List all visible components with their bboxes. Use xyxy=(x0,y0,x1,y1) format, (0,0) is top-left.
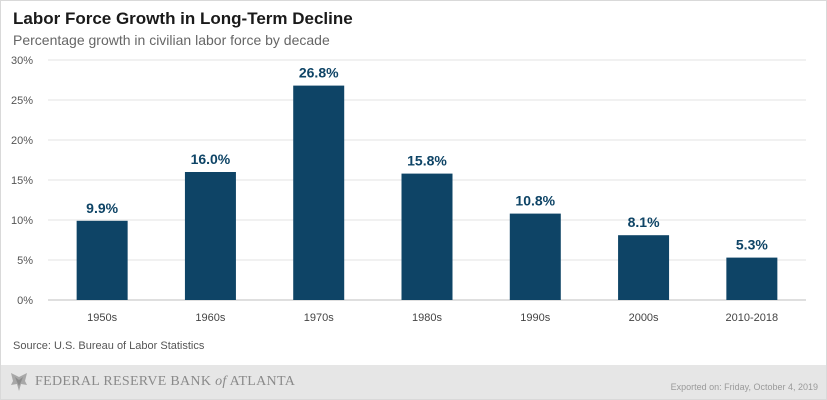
data-label: 5.3% xyxy=(736,237,768,253)
data-label: 16.0% xyxy=(191,151,231,167)
x-axis-ticks: 1950s 1960s 1970s 1980s 1990s 2000s 2010-2018 xyxy=(87,312,778,324)
data-label: 9.9% xyxy=(86,200,118,216)
y-tick-label: 0% xyxy=(17,295,33,307)
x-tick-label: 2010-2018 xyxy=(726,312,779,324)
x-tick-label: 1990s xyxy=(520,312,550,324)
logo-text: FEDERAL RESERVE BANK of ATLANTA xyxy=(35,374,296,389)
bar[interactable] xyxy=(509,213,561,300)
export-timestamp: Exported on: Friday, October 4, 2019 xyxy=(670,382,818,392)
eagle-seal-icon xyxy=(11,373,27,391)
chart-title: Labor Force Growth in Long-Term Decline xyxy=(13,9,353,28)
x-tick-label: 1970s xyxy=(304,312,334,324)
source-note: Source: U.S. Bureau of Labor Statistics xyxy=(13,340,205,352)
y-tick-label: 20% xyxy=(11,135,33,147)
y-tick-label: 30% xyxy=(11,55,33,67)
data-label: 8.1% xyxy=(628,214,660,230)
data-label: 10.8% xyxy=(515,193,555,209)
y-axis-ticks: 0% 5% 10% 15% 20% 25% 30% xyxy=(11,55,33,307)
bars xyxy=(76,85,778,300)
y-tick-label: 5% xyxy=(17,255,33,267)
x-tick-label: 2000s xyxy=(629,312,659,324)
chart-subtitle: Percentage growth in civilian labor forc… xyxy=(13,32,330,48)
y-tick-label: 25% xyxy=(11,95,33,107)
bar[interactable] xyxy=(401,173,453,300)
x-tick-label: 1960s xyxy=(195,312,225,324)
bar[interactable] xyxy=(76,220,128,300)
x-tick-label: 1950s xyxy=(87,312,117,324)
bar[interactable] xyxy=(293,85,345,300)
y-tick-label: 10% xyxy=(11,215,33,227)
footer-bar: FEDERAL RESERVE BANK of ATLANTA Exported… xyxy=(1,365,826,399)
data-label: 15.8% xyxy=(407,153,447,169)
x-tick-label: 1980s xyxy=(412,312,442,324)
data-label: 26.8% xyxy=(299,65,339,81)
data-labels: 9.9% 16.0% 26.8% 15.8% 10.8% 8.1% 5.3% xyxy=(86,65,768,253)
frb-atlanta-logo[interactable]: FEDERAL RESERVE BANK of ATLANTA xyxy=(9,371,295,393)
bar-chart: 0% 5% 10% 15% 20% 25% 30% 9.9% 16.0% 26.8% 15.8% 1… xyxy=(11,55,806,324)
bar[interactable] xyxy=(618,235,670,300)
y-tick-label: 15% xyxy=(11,175,33,187)
bar[interactable] xyxy=(726,257,778,300)
bar[interactable] xyxy=(184,172,236,300)
